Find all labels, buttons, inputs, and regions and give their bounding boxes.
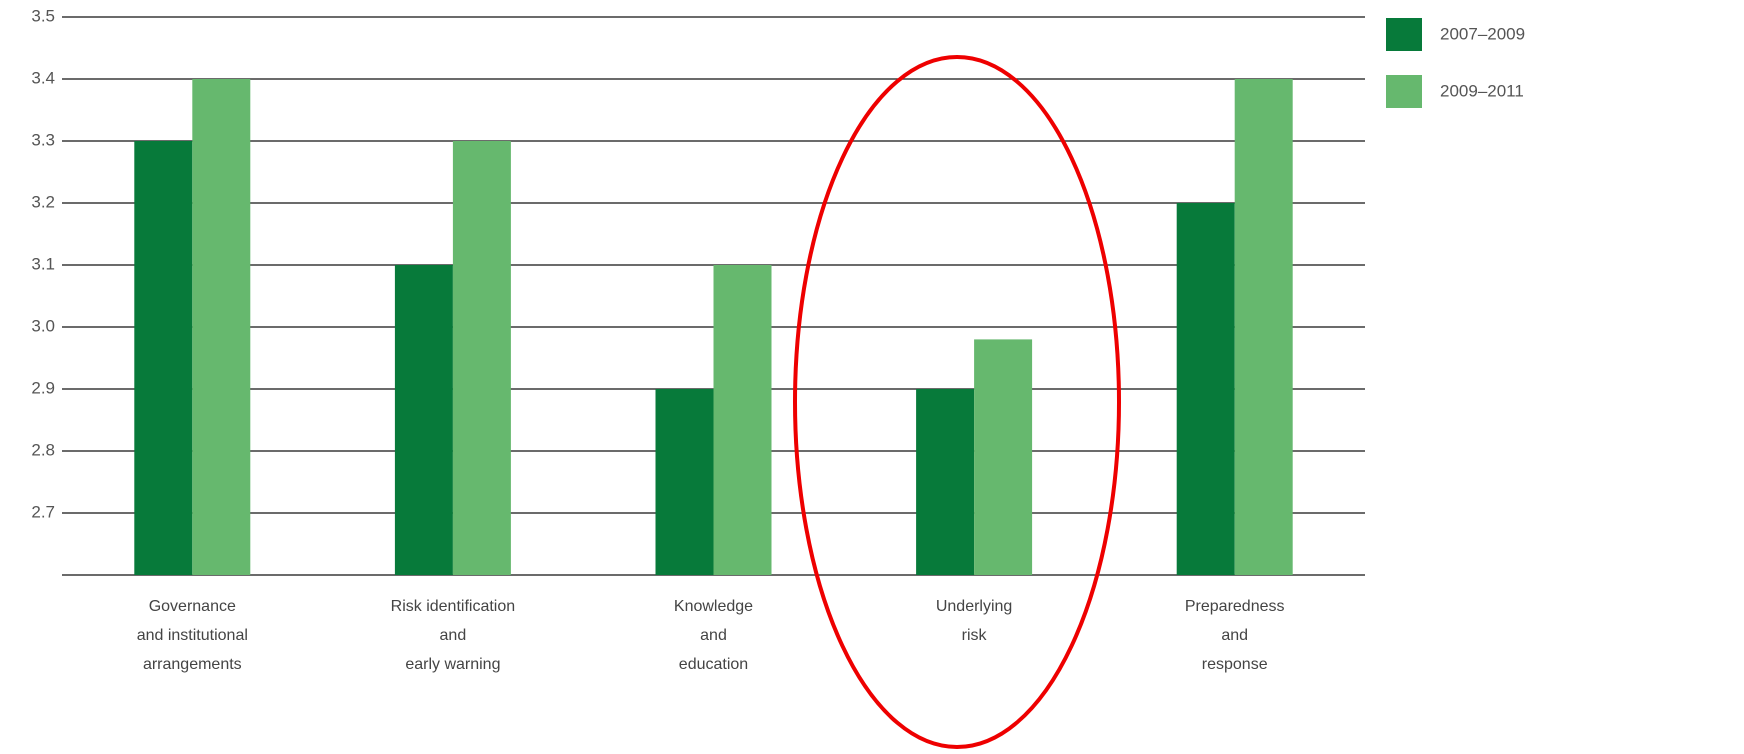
x-tick-label: Risk identification and early warning: [390, 598, 516, 673]
bar: [1176, 203, 1235, 575]
bar: [394, 265, 453, 575]
bar: [192, 79, 251, 575]
bar: [713, 265, 772, 575]
y-tick-label: 2.9: [31, 378, 55, 397]
bar: [974, 339, 1033, 575]
annotation-ellipse: [793, 55, 1121, 749]
bar: [916, 389, 975, 575]
x-tick-label: Governance and institutional arrangement…: [136, 598, 248, 673]
legend-label: 2009–2011: [1440, 81, 1524, 100]
x-tick-label: Underlying risk: [935, 598, 1013, 644]
bar: [1234, 79, 1293, 575]
bar: [655, 389, 714, 575]
y-tick-label: 3.0: [31, 316, 55, 335]
bar: [134, 141, 193, 575]
bar: [452, 141, 511, 575]
legend-swatch: [1386, 75, 1422, 108]
y-tick-label: 3.4: [31, 68, 55, 87]
y-tick-label: 2.7: [31, 502, 55, 521]
x-tick-label: Knowledge and education: [673, 598, 754, 673]
y-tick-label: 3.3: [31, 130, 55, 149]
y-tick-label: 3.1: [31, 254, 55, 273]
y-tick-label: 3.2: [31, 192, 55, 211]
y-tick-label: 2.8: [31, 440, 55, 459]
x-tick-label: Preparedness and response: [1184, 598, 1285, 673]
legend-swatch: [1386, 18, 1422, 51]
y-tick-label: 3.5: [31, 6, 55, 25]
legend-label: 2007–2009: [1440, 24, 1525, 43]
